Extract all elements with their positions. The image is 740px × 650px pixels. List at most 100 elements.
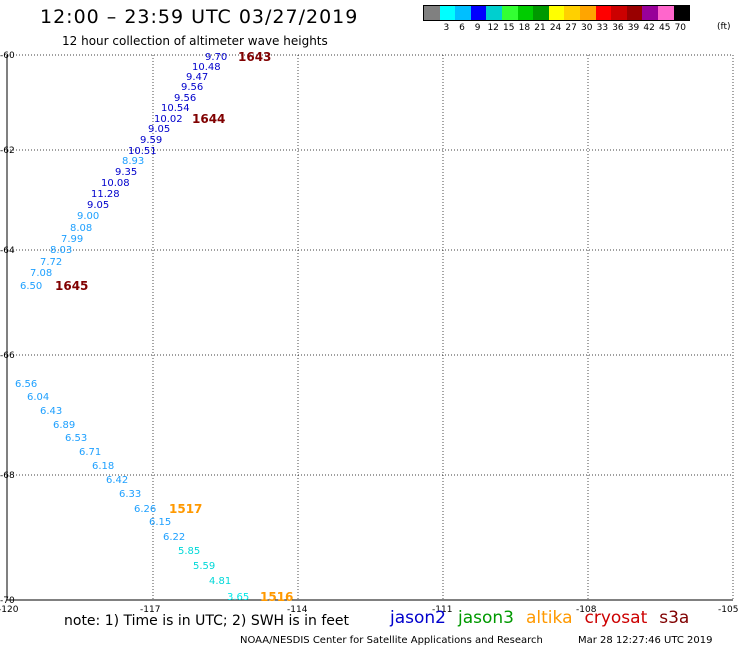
- color-scale-swatch: [673, 6, 690, 20]
- wave-height-label: 9.70: [205, 52, 227, 63]
- wave-height-label: 9.56: [181, 82, 203, 93]
- wave-height-label: 9.05: [87, 200, 109, 211]
- color-scale-label: 18: [518, 23, 531, 33]
- color-scale-label: 12: [487, 23, 499, 33]
- wave-height-label: 9.47: [186, 72, 208, 83]
- wave-height-label: 6.71: [79, 447, 101, 458]
- color-scale-swatch: [657, 6, 674, 20]
- color-scale-swatch: [486, 6, 502, 20]
- color-scale-swatch: [548, 6, 565, 20]
- color-scale-swatch: [470, 6, 487, 20]
- wave-height-label: 9.59: [140, 135, 162, 146]
- satellite-legend-item: jason3: [458, 608, 514, 628]
- wave-height-label: 6.22: [163, 532, 185, 543]
- color-scale-swatches: [423, 5, 691, 21]
- wave-height-label: 6.42: [106, 475, 128, 486]
- wave-height-label: 7.99: [61, 234, 83, 245]
- wave-height-label: 9.56: [174, 93, 196, 104]
- wave-height-label: 10.54: [161, 103, 190, 114]
- wave-height-label: 6.04: [27, 392, 49, 403]
- color-scale-label: 45: [658, 23, 671, 33]
- wave-height-label: 8.08: [70, 223, 92, 234]
- satellite-legend-item: s3a: [659, 608, 690, 628]
- latitude-label: -68: [0, 471, 15, 481]
- footer-note: note: 1) Time is in UTC; 2) SWH is in fe…: [64, 613, 350, 629]
- latitude-label: -62: [0, 146, 15, 156]
- color-scale-swatch: [626, 6, 643, 20]
- satellite-legend-item: cryosat: [584, 608, 648, 628]
- wave-height-label: 6.43: [40, 406, 62, 417]
- color-scale-swatch: [564, 6, 580, 20]
- longitude-label: -105: [718, 605, 738, 615]
- color-scale-label: 36: [612, 23, 624, 33]
- color-scale-label: 39: [627, 23, 640, 33]
- pass-time-label: 1644: [192, 112, 225, 126]
- pass-time-label: 1517: [169, 502, 202, 516]
- color-scale-label: 70: [674, 23, 687, 33]
- wave-height-label: 9.00: [77, 211, 99, 222]
- color-scale-swatch: [424, 6, 440, 20]
- color-scale-label: 33: [596, 23, 609, 33]
- latitude-label: -70: [0, 596, 15, 606]
- color-scale-swatch: [595, 6, 612, 20]
- longitude-label: -120: [0, 605, 19, 615]
- color-scale-unit: (ft): [717, 22, 731, 32]
- color-scale-label: 42: [643, 23, 655, 33]
- wave-height-label: 6.53: [65, 433, 87, 444]
- color-scale-label: 30: [581, 23, 593, 33]
- wave-height-label: 6.15: [149, 517, 171, 528]
- longitude-label: -114: [287, 605, 308, 615]
- wave-height-label: 6.56: [15, 379, 37, 390]
- longitude-label: -111: [432, 605, 452, 615]
- wave-height-label: 6.89: [53, 420, 75, 431]
- satellite-legend-item: jason2: [390, 608, 446, 628]
- wave-height-label: 9.35: [115, 167, 137, 178]
- wave-height-label: 9.05: [148, 124, 170, 135]
- color-scale-labels: 3 6 9 12 15 18 21 24 27 30 33 36 39 42 45 70: [423, 23, 690, 33]
- credit-line: NOAA/NESDIS Center for Satellite Applica…: [240, 635, 543, 646]
- satellite-legend-item: altika: [526, 608, 573, 628]
- color-scale-swatch: [501, 6, 518, 20]
- color-scale-label: 3: [443, 23, 450, 33]
- longitude-label: -117: [140, 605, 160, 615]
- longitude-label: -108: [576, 605, 597, 615]
- pass-time-label: 1516: [260, 590, 293, 604]
- wave-height-label: 4.81: [209, 576, 231, 587]
- color-scale-swatch: [439, 6, 456, 20]
- color-scale-label: 21: [534, 23, 546, 33]
- latitude-label: -64: [0, 246, 15, 256]
- color-scale-swatch: [533, 6, 549, 20]
- color-scale-swatch: [642, 6, 658, 20]
- wave-height-label: 8.93: [122, 156, 144, 167]
- generated-timestamp: Mar 28 12:27:46 UTC 2019: [578, 635, 713, 646]
- color-scale-legend: 3 6 9 12 15 18 21 24 27 30 33 36 39 42 45 70 (ft): [423, 5, 731, 33]
- pass-time-label: 1645: [55, 279, 88, 293]
- wave-height-label: 8.03: [50, 245, 72, 256]
- satellite-legend: jason2 jason3 altika cryosat s3a: [390, 608, 689, 628]
- color-scale-swatch: [579, 6, 596, 20]
- wave-height-label: 10.48: [192, 62, 221, 73]
- wave-height-label: 10.08: [101, 178, 130, 189]
- color-scale-label: 6: [459, 23, 465, 33]
- wave-height-label: 6.50: [20, 281, 42, 292]
- wave-height-label: 7.08: [30, 268, 52, 279]
- pass-time-label: 1643: [238, 50, 271, 64]
- color-scale-label: 24: [549, 23, 562, 33]
- wave-height-label: 6.33: [119, 489, 141, 500]
- color-scale-label: 27: [565, 23, 577, 33]
- color-scale-swatch: [517, 6, 534, 20]
- wave-height-label: 3.65: [227, 592, 249, 603]
- page-subtitle: 12 hour collection of altimeter wave hei…: [62, 34, 328, 48]
- latitude-label: -66: [0, 351, 15, 361]
- wave-height-label: 6.18: [92, 461, 114, 472]
- wave-height-label: 11.28: [91, 189, 120, 200]
- color-scale-swatch: [455, 6, 471, 20]
- wave-height-label: 5.85: [178, 546, 200, 557]
- wave-height-label: 5.59: [193, 561, 215, 572]
- wave-height-label: 6.26: [134, 504, 156, 515]
- wave-height-label: 7.72: [40, 257, 62, 268]
- latitude-label: -60: [0, 51, 15, 61]
- wave-height-label: 10.02: [154, 114, 183, 125]
